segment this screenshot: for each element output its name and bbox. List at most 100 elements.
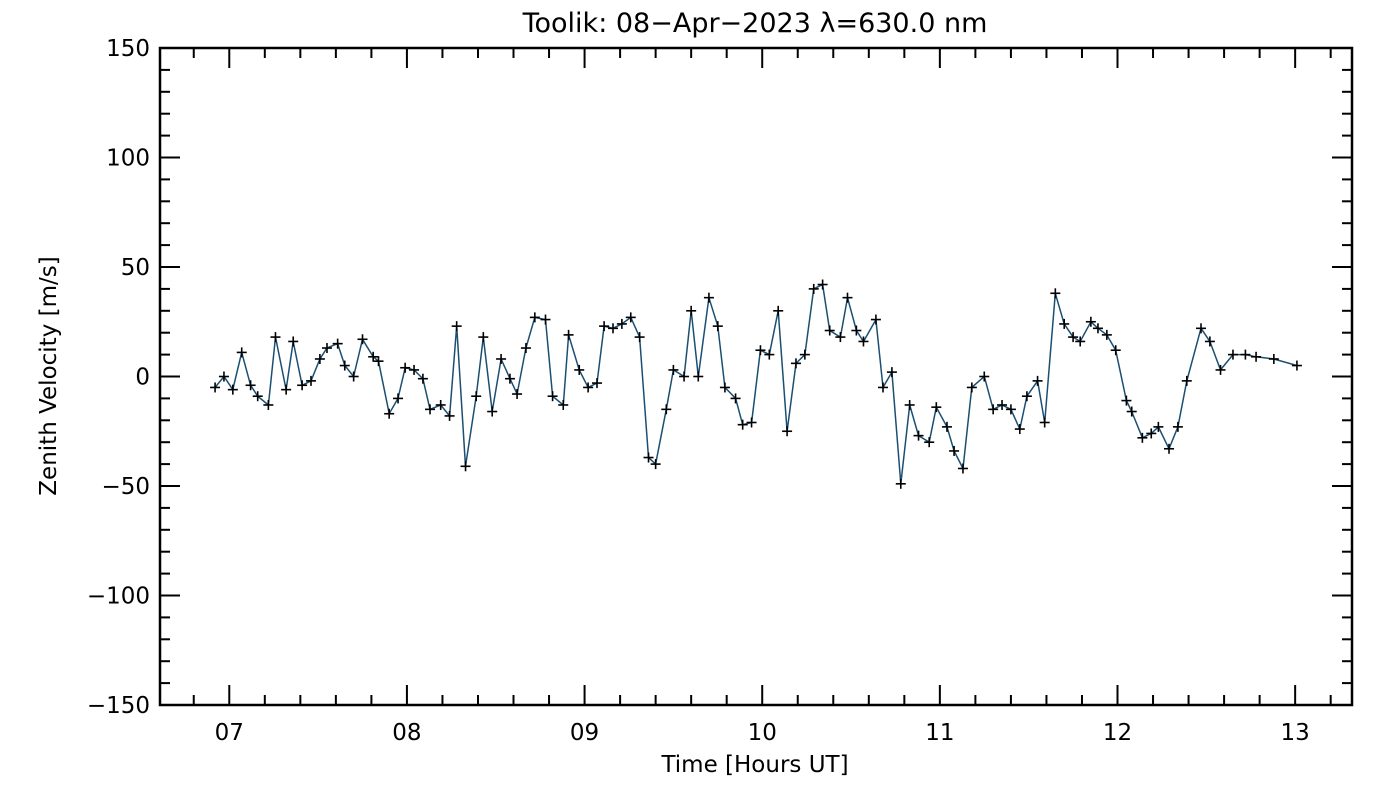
x-tick-label: 11 <box>925 720 954 746</box>
data-point <box>444 410 455 421</box>
data-point <box>1196 323 1207 334</box>
y-tick-label: −150 <box>87 693 150 719</box>
data-point <box>1085 316 1096 327</box>
data-point <box>931 402 942 413</box>
data-point <box>1126 406 1137 417</box>
data-point <box>858 336 869 347</box>
data-point <box>1146 428 1157 439</box>
x-tick-label: 07 <box>215 720 244 746</box>
data-point <box>547 391 558 402</box>
series-line <box>214 283 1298 484</box>
data-point <box>703 292 714 303</box>
y-axis-label: Zenith Velocity [m/s] <box>36 256 62 495</box>
data-point <box>1153 421 1164 432</box>
data-point <box>712 321 723 332</box>
data-point <box>661 404 672 415</box>
data-point <box>1110 345 1121 356</box>
data-point <box>643 452 654 463</box>
data-point <box>719 382 730 393</box>
data-point <box>1181 375 1192 386</box>
data-point <box>878 382 889 393</box>
data-point <box>471 391 482 402</box>
data-point <box>520 343 531 354</box>
data-point <box>218 371 229 382</box>
data-point <box>746 417 757 428</box>
data-point <box>357 334 368 345</box>
data-point <box>1039 417 1050 428</box>
data-point <box>236 347 247 358</box>
data-point <box>1032 375 1043 386</box>
data-point <box>529 312 540 323</box>
data-point <box>686 305 697 316</box>
data-point <box>297 380 308 391</box>
data-point <box>1268 353 1279 364</box>
data-point <box>368 351 379 362</box>
data-point <box>599 321 610 332</box>
data-point <box>693 371 704 382</box>
data-point <box>563 329 574 340</box>
data-point <box>332 338 343 349</box>
data-point <box>634 332 645 343</box>
data-point <box>1240 349 1251 360</box>
data-point <box>583 382 594 393</box>
data-point <box>851 325 862 336</box>
data-point <box>425 404 436 415</box>
data-point <box>824 325 835 336</box>
chart-title: Toolik: 08−Apr−2023 λ=630.0 nm <box>522 8 988 39</box>
data-point <box>949 445 960 456</box>
data-point <box>1101 329 1112 340</box>
data-point <box>979 371 990 382</box>
data-point <box>886 367 897 378</box>
data-point <box>755 345 766 356</box>
x-tick-label: 08 <box>392 720 421 746</box>
data-point <box>288 336 299 347</box>
data-point <box>263 399 274 410</box>
data-point <box>1068 332 1079 343</box>
plot-frame <box>158 46 1354 707</box>
data-point <box>616 318 627 329</box>
data-point <box>540 314 551 325</box>
data-point <box>210 382 221 393</box>
data-point <box>668 364 679 375</box>
data-point <box>321 343 332 354</box>
data-point <box>1005 404 1016 415</box>
data-point <box>988 404 999 415</box>
data-point <box>504 373 515 384</box>
tick-labels: 07 08 09 10 11 12 13 −150 −100 −50 0 50 100 150 <box>87 36 1310 746</box>
data-point <box>817 279 828 290</box>
data-point <box>625 312 636 323</box>
data-point <box>496 353 507 364</box>
data-point <box>270 332 281 343</box>
data-point <box>773 305 784 316</box>
axis-ticks <box>160 47 1352 706</box>
data-point <box>904 399 915 410</box>
data-point <box>737 419 748 430</box>
data-point <box>679 371 690 382</box>
y-tick-label: 100 <box>106 146 150 172</box>
data-point <box>1215 364 1226 375</box>
data-point <box>400 362 411 373</box>
data-point <box>966 382 977 393</box>
plot-series <box>210 279 1302 489</box>
data-point <box>607 323 618 334</box>
data-point <box>790 358 801 369</box>
data-point <box>1121 395 1132 406</box>
data-point <box>730 393 741 404</box>
x-tick-label: 13 <box>1281 720 1310 746</box>
y-tick-label: 50 <box>121 255 150 281</box>
data-point <box>1092 323 1103 334</box>
data-point <box>487 406 498 417</box>
data-point <box>339 360 350 371</box>
data-point <box>835 332 846 343</box>
data-point <box>1291 360 1302 371</box>
data-point <box>373 356 384 367</box>
y-tick-label: 0 <box>135 365 150 391</box>
data-point <box>252 391 263 402</box>
data-point <box>1014 424 1025 435</box>
data-point <box>997 399 1008 410</box>
x-tick-label: 10 <box>748 720 777 746</box>
data-point <box>941 421 952 432</box>
data-point <box>574 364 585 375</box>
data-point <box>808 283 819 294</box>
